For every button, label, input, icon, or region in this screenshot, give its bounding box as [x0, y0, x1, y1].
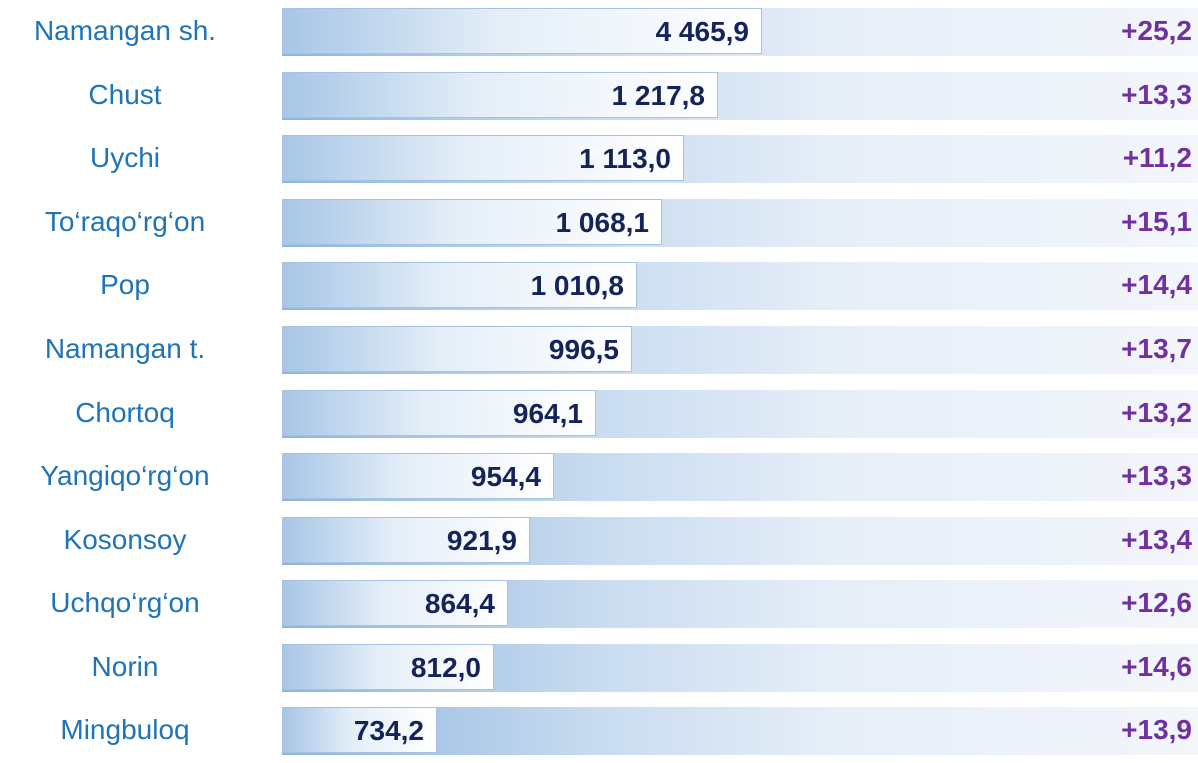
value-box: 1 010,8: [282, 262, 637, 309]
district-name: Yangiqo‘rg‘on: [40, 460, 210, 492]
district-name: Chust: [88, 78, 162, 110]
value-box: 921,9: [282, 516, 530, 563]
value-box: 954,4: [282, 453, 554, 500]
growth-value: +13,4: [1121, 523, 1192, 555]
district-name: Kosonsoy: [63, 523, 187, 555]
row: Namangan sh. 4 465,9 +25,2: [0, 0, 1198, 63]
growth-value: +13,9: [1121, 714, 1192, 746]
district-name: Norin: [91, 650, 159, 682]
row: Mingbuloq 734,2 +13,9: [0, 699, 1198, 762]
value-box: 964,1: [282, 389, 596, 436]
value-box: 1 113,0: [282, 135, 684, 182]
growth-value: +13,7: [1121, 332, 1192, 364]
row: Uychi 1 113,0 +11,2: [0, 127, 1198, 190]
growth-value: +11,2: [1122, 142, 1192, 174]
district-name: Namangan t.: [44, 332, 206, 364]
district-name: Namangan sh.: [33, 15, 217, 46]
value-box: 812,0: [282, 643, 494, 690]
row: Chortoq 964,1 +13,2: [0, 382, 1198, 445]
district-name: Chortoq: [75, 396, 175, 428]
row: Yangiqo‘rg‘on 954,4 +13,3: [0, 445, 1198, 508]
value-box: 1 068,1: [282, 198, 662, 245]
growth-value: +13,3: [1121, 460, 1192, 492]
value-box: 864,4: [282, 580, 508, 627]
district-name: Uychi: [89, 142, 160, 174]
row: Uchqo‘rg‘on 864,4 +12,6: [0, 572, 1198, 635]
growth-value: +14,4: [1121, 269, 1192, 301]
growth-value: +13,2: [1121, 396, 1192, 428]
value-box: 734,2: [282, 707, 437, 754]
growth-value: +14,6: [1121, 650, 1192, 682]
row: Pop 1 010,8 +14,4: [0, 254, 1198, 317]
growth-value: +12,6: [1121, 587, 1192, 619]
value-box: 4 465,9: [282, 8, 762, 54]
row: Norin 812,0 +14,6: [0, 636, 1198, 699]
value-box: 1 217,8: [282, 71, 718, 118]
growth-value: +15,1: [1121, 205, 1192, 237]
row: To‘raqo‘rg‘on 1 068,1 +15,1: [0, 191, 1198, 254]
district-name: To‘raqo‘rg‘on: [44, 205, 206, 237]
row: Namangan t. 996,5 +13,7: [0, 318, 1198, 381]
growth-value: +25,2: [1121, 15, 1192, 46]
value-box: 996,5: [282, 325, 632, 372]
growth-value: +13,3: [1121, 78, 1192, 110]
row: Kosonsoy 921,9 +13,4: [0, 509, 1198, 572]
district-name: Pop: [100, 269, 150, 301]
row: Chust 1 217,8 +13,3: [0, 64, 1198, 127]
district-name: Mingbuloq: [60, 714, 190, 746]
district-name: Uchqo‘rg‘on: [50, 587, 200, 619]
